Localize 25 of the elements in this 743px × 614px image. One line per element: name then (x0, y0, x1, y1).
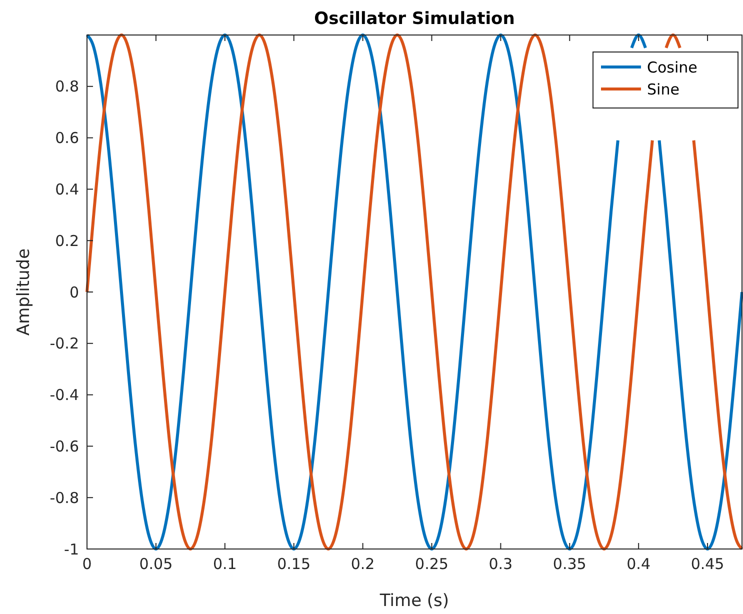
y-axis-title: Amplitude (14, 248, 34, 336)
y-tick-label: -0.6 (50, 437, 79, 456)
x-tick-label: 0.05 (139, 555, 173, 573)
x-tick-label: 0.25 (415, 555, 448, 573)
legend-label: Cosine (647, 58, 698, 76)
x-axis-title: Time (s) (378, 591, 450, 611)
y-tick-label: -1 (64, 540, 79, 558)
x-tick-label: 0.15 (277, 555, 311, 573)
y-tick-label: -0.2 (50, 334, 79, 353)
y-tick-label: 0 (69, 283, 79, 302)
y-tick-label: -0.4 (50, 386, 79, 404)
y-tick-label: 0.4 (55, 180, 79, 198)
y-tick-label: 0.6 (55, 129, 79, 148)
y-tick-label: -0.8 (50, 488, 79, 507)
x-tick-label: 0.35 (552, 555, 586, 573)
y-tick-label: 0.8 (55, 78, 79, 96)
x-tick-label: 0.4 (626, 555, 651, 573)
y-tick-label: 0.2 (55, 232, 79, 250)
x-tick-label: 0.3 (488, 555, 513, 573)
x-tick-label: 0 (82, 555, 92, 573)
legend-label: Sine (647, 80, 680, 98)
chart-title: Oscillator Simulation (314, 9, 515, 29)
x-tick-label: 0.45 (690, 555, 724, 573)
x-tick-label: 0.1 (212, 555, 237, 573)
x-tick-label: 0.2 (350, 555, 375, 573)
